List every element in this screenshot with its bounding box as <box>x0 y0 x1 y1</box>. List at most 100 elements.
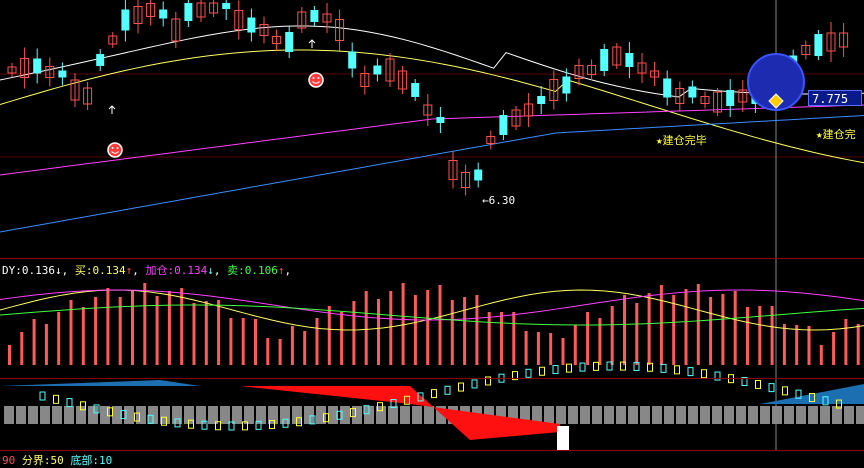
oscillator-mark <box>714 371 721 381</box>
oscillator-mark <box>431 389 437 399</box>
candle-body <box>562 76 571 94</box>
add-value: 0.134 <box>174 264 208 277</box>
oscillator-block <box>16 406 26 424</box>
oscillator-mark <box>485 376 491 386</box>
oscillator-mark <box>687 367 694 377</box>
volume-bar <box>69 300 73 365</box>
oscillator-block <box>772 406 782 424</box>
volume-bar <box>118 297 122 365</box>
candle-body <box>499 115 508 135</box>
oscillator-block <box>340 406 350 424</box>
oscillator-mark <box>741 376 748 386</box>
dy-label: DY: <box>2 264 22 277</box>
smiley-mouth <box>312 81 320 84</box>
up-arrow-marker-icon <box>108 105 116 114</box>
candle-body <box>209 2 219 14</box>
oscillator-block <box>220 406 230 424</box>
bottom-value: 10 <box>99 454 113 467</box>
oscillator-mark <box>377 402 383 412</box>
oscillator-mark <box>525 368 532 378</box>
oscillator-mark <box>174 418 181 428</box>
oscillator-block <box>244 406 254 424</box>
candle-body <box>411 83 420 97</box>
buy-label: 买: <box>74 264 93 277</box>
candle-body <box>801 45 811 55</box>
oscillator-mark <box>701 369 707 379</box>
candle-body <box>58 70 67 78</box>
candle-body <box>108 35 118 45</box>
volume-bar <box>81 307 85 365</box>
volume-bar <box>733 291 737 365</box>
smiley-eye <box>116 147 119 149</box>
oscillator-mark <box>296 417 302 427</box>
oscillator-mark <box>228 421 235 431</box>
oscillator-block <box>112 406 122 424</box>
oscillator-block <box>52 406 62 424</box>
oscillator-mark <box>309 415 316 425</box>
oscillator-mark <box>768 383 775 393</box>
oscillator-mark <box>363 405 370 415</box>
candle-body <box>33 58 42 74</box>
oscillator-block <box>520 406 530 424</box>
oscillator-mark <box>93 404 100 414</box>
candle-body <box>322 13 332 23</box>
volume-bar <box>598 318 602 365</box>
volume-bar <box>610 306 614 365</box>
candle-body <box>814 34 823 56</box>
volume-bar <box>832 332 836 365</box>
oscillator-block <box>508 406 518 424</box>
build-complete-label: ★建仓完 <box>816 127 856 141</box>
oscillator-block <box>352 406 362 424</box>
volume-bar <box>635 303 639 365</box>
panel-separator <box>0 450 864 451</box>
oscillator-block <box>184 406 194 424</box>
buy-arrow: ↑ <box>125 264 133 277</box>
volume-bar <box>684 289 688 365</box>
oscillator-block <box>172 406 182 424</box>
candle-body <box>537 96 546 104</box>
oscillator-block <box>412 406 422 424</box>
volume-bar <box>426 290 430 365</box>
oscillator-mark <box>404 395 410 405</box>
candle-body <box>285 32 294 52</box>
oscillator-mark <box>593 361 599 371</box>
volume-bar <box>696 284 700 365</box>
smiley-icon <box>308 72 324 88</box>
volume-bar <box>770 306 774 365</box>
oscillator-mark <box>350 408 356 418</box>
oscillator-block <box>256 406 266 424</box>
build-complete-label: ★建仓完毕 <box>656 133 707 147</box>
boundary-label: 分界: <box>21 454 51 467</box>
candle-body <box>297 11 307 29</box>
oscillator-block <box>292 406 302 424</box>
volume-bar <box>512 312 516 365</box>
candle-body <box>663 78 672 98</box>
candle-body <box>234 10 244 30</box>
candle-body <box>7 66 17 74</box>
oscillator-block <box>676 406 686 424</box>
sell-value: 0.106 <box>244 264 278 277</box>
oscillator-block <box>748 406 758 424</box>
candle-body <box>398 70 408 90</box>
oscillator-block <box>436 406 446 424</box>
oscillator-block <box>796 406 806 424</box>
oscillator-block <box>844 406 854 424</box>
candle-body <box>196 2 206 18</box>
oscillator-block <box>604 406 614 424</box>
oscillator-block <box>424 406 434 424</box>
volume-bar <box>94 297 98 365</box>
oscillator-mark <box>782 386 788 396</box>
oscillator-block <box>556 406 566 424</box>
candle-body <box>587 65 597 75</box>
oscillator-mark <box>809 393 815 403</box>
volume-bar <box>8 345 11 365</box>
volume-bar <box>364 291 368 365</box>
oscillator-blue-area <box>0 380 200 386</box>
oscillator-block <box>280 406 290 424</box>
candle-body <box>247 17 256 33</box>
candle-body <box>146 3 156 17</box>
oscillator-block <box>736 406 746 424</box>
oscillator-block <box>376 406 386 424</box>
oscillator-mark <box>269 419 275 429</box>
